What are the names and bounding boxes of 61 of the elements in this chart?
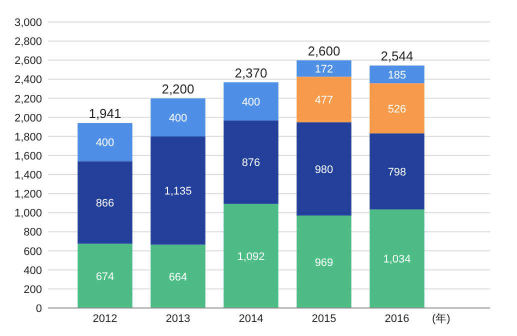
data-label: 876 bbox=[242, 157, 260, 170]
bar bbox=[296, 76, 352, 122]
data-label: 400 bbox=[168, 112, 188, 124]
total-label: 2,600 bbox=[308, 43, 340, 58]
bar bbox=[370, 66, 424, 84]
data-label: 969 bbox=[314, 256, 334, 269]
data-label: 1,135 bbox=[164, 186, 192, 198]
data-label: 400 bbox=[242, 96, 260, 108]
bar bbox=[224, 120, 278, 204]
total-label: 2,200 bbox=[162, 81, 194, 96]
data-label: 674 bbox=[96, 270, 114, 283]
bar bbox=[370, 133, 424, 210]
data-label: 664 bbox=[168, 271, 188, 284]
bar bbox=[370, 209, 424, 308]
bar bbox=[78, 123, 132, 162]
total-label: 1,941 bbox=[88, 106, 122, 122]
y-tick-label: 2,200 bbox=[14, 93, 42, 106]
data-label: 185 bbox=[388, 69, 406, 82]
data-label: 1,034 bbox=[383, 254, 411, 266]
y-tick-label: 600 bbox=[24, 246, 42, 258]
data-label: 477 bbox=[314, 94, 334, 106]
bar bbox=[296, 216, 352, 308]
y-tick-label: 0 bbox=[36, 303, 42, 315]
bar bbox=[150, 98, 206, 136]
y-tick-label: 3,000 bbox=[14, 17, 42, 29]
total-label: 2,544 bbox=[380, 48, 414, 64]
bar bbox=[150, 244, 206, 308]
y-tick-label: 1,400 bbox=[14, 170, 42, 182]
bar bbox=[78, 161, 132, 244]
y-tick-label: 1,000 bbox=[14, 208, 42, 220]
bar bbox=[296, 122, 352, 216]
bar bbox=[78, 244, 132, 308]
data-label: 866 bbox=[96, 197, 114, 210]
total-label: 2,370 bbox=[234, 65, 268, 80]
y-tick-label: 800 bbox=[24, 226, 42, 239]
data-label: 400 bbox=[96, 137, 114, 150]
bar bbox=[370, 83, 424, 134]
y-tick-label: 1,600 bbox=[14, 150, 42, 162]
data-label: 980 bbox=[314, 164, 334, 176]
y-tick-label: 200 bbox=[24, 284, 42, 296]
y-tick-label: 2,800 bbox=[14, 36, 42, 48]
bar bbox=[150, 136, 206, 245]
data-label: 172 bbox=[314, 64, 334, 76]
x-axis-title: (年) bbox=[432, 313, 450, 325]
data-label: 798 bbox=[388, 166, 406, 178]
x-tick-label: 2016 bbox=[384, 313, 410, 325]
bar bbox=[224, 204, 278, 308]
x-tick-label: 2015 bbox=[312, 313, 336, 325]
x-tick-label: 2014 bbox=[238, 313, 264, 325]
y-tick-label: 2,600 bbox=[14, 55, 42, 68]
y-tick-label: 2,000 bbox=[14, 112, 42, 124]
y-tick-label: 1,200 bbox=[14, 188, 42, 201]
bar bbox=[224, 82, 278, 120]
bar bbox=[296, 60, 352, 77]
x-tick-label: 2013 bbox=[166, 313, 190, 325]
x-tick-label: 2012 bbox=[92, 313, 118, 325]
data-label: 526 bbox=[388, 103, 406, 116]
y-tick-label: 1,800 bbox=[14, 131, 42, 144]
data-label: 1,092 bbox=[237, 250, 265, 263]
y-tick-label: 400 bbox=[24, 264, 42, 277]
y-tick-label: 2,400 bbox=[14, 74, 42, 86]
